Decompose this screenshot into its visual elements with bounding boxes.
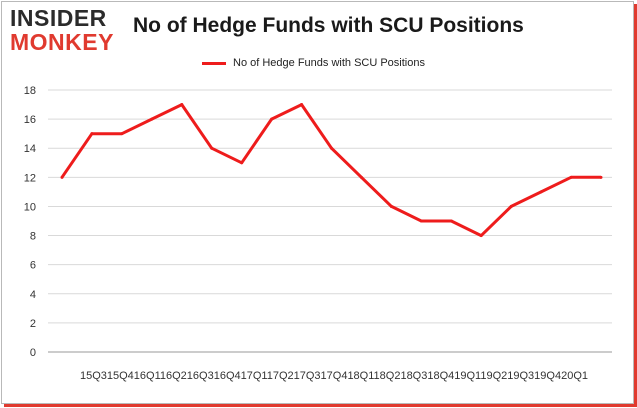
y-tick-label: 12 (24, 172, 36, 184)
data-point (419, 219, 423, 223)
data-point (120, 132, 124, 136)
data-point (300, 103, 304, 107)
data-point (270, 117, 274, 121)
data-point (389, 204, 393, 208)
data-point (180, 103, 184, 107)
gridlines (48, 89, 612, 353)
data-point (449, 219, 453, 223)
y-tick-label: 4 (30, 289, 36, 301)
legend-label: No of Hedge Funds with SCU Positions (233, 57, 425, 69)
y-tick-label: 10 (24, 201, 36, 213)
series-line (60, 103, 601, 238)
logo-line-1: INSIDER (10, 5, 107, 31)
y-tick-label: 14 (24, 143, 36, 155)
y-tick-label: 8 (30, 231, 36, 243)
y-tick-label: 16 (24, 114, 36, 126)
data-point (60, 175, 64, 179)
logo-line-2: MONKEY (10, 29, 114, 55)
y-tick-label: 2 (30, 318, 36, 330)
x-axis-tick-labels: 15Q315Q416Q116Q216Q316Q417Q117Q217Q317Q4… (80, 370, 588, 382)
data-point (539, 190, 543, 194)
legend-swatch (202, 62, 226, 65)
data-point (509, 204, 513, 208)
data-point (210, 146, 214, 150)
insider-monkey-logo: INSIDER MONKEY (8, 5, 118, 57)
data-point (479, 234, 483, 238)
data-point (330, 146, 333, 150)
data-point (569, 175, 573, 179)
data-point (90, 132, 94, 136)
y-axis-ticks: 0 2 4 6 8 10 12 14 16 18 (24, 85, 36, 359)
data-point (150, 117, 154, 121)
data-point (359, 175, 363, 179)
y-tick-label: 6 (30, 260, 36, 272)
data-point (599, 175, 603, 179)
data-point (240, 161, 244, 165)
y-tick-label: 18 (24, 85, 36, 97)
chart-title: No of Hedge Funds with SCU Positions (133, 14, 524, 37)
y-tick-label: 0 (30, 347, 36, 359)
